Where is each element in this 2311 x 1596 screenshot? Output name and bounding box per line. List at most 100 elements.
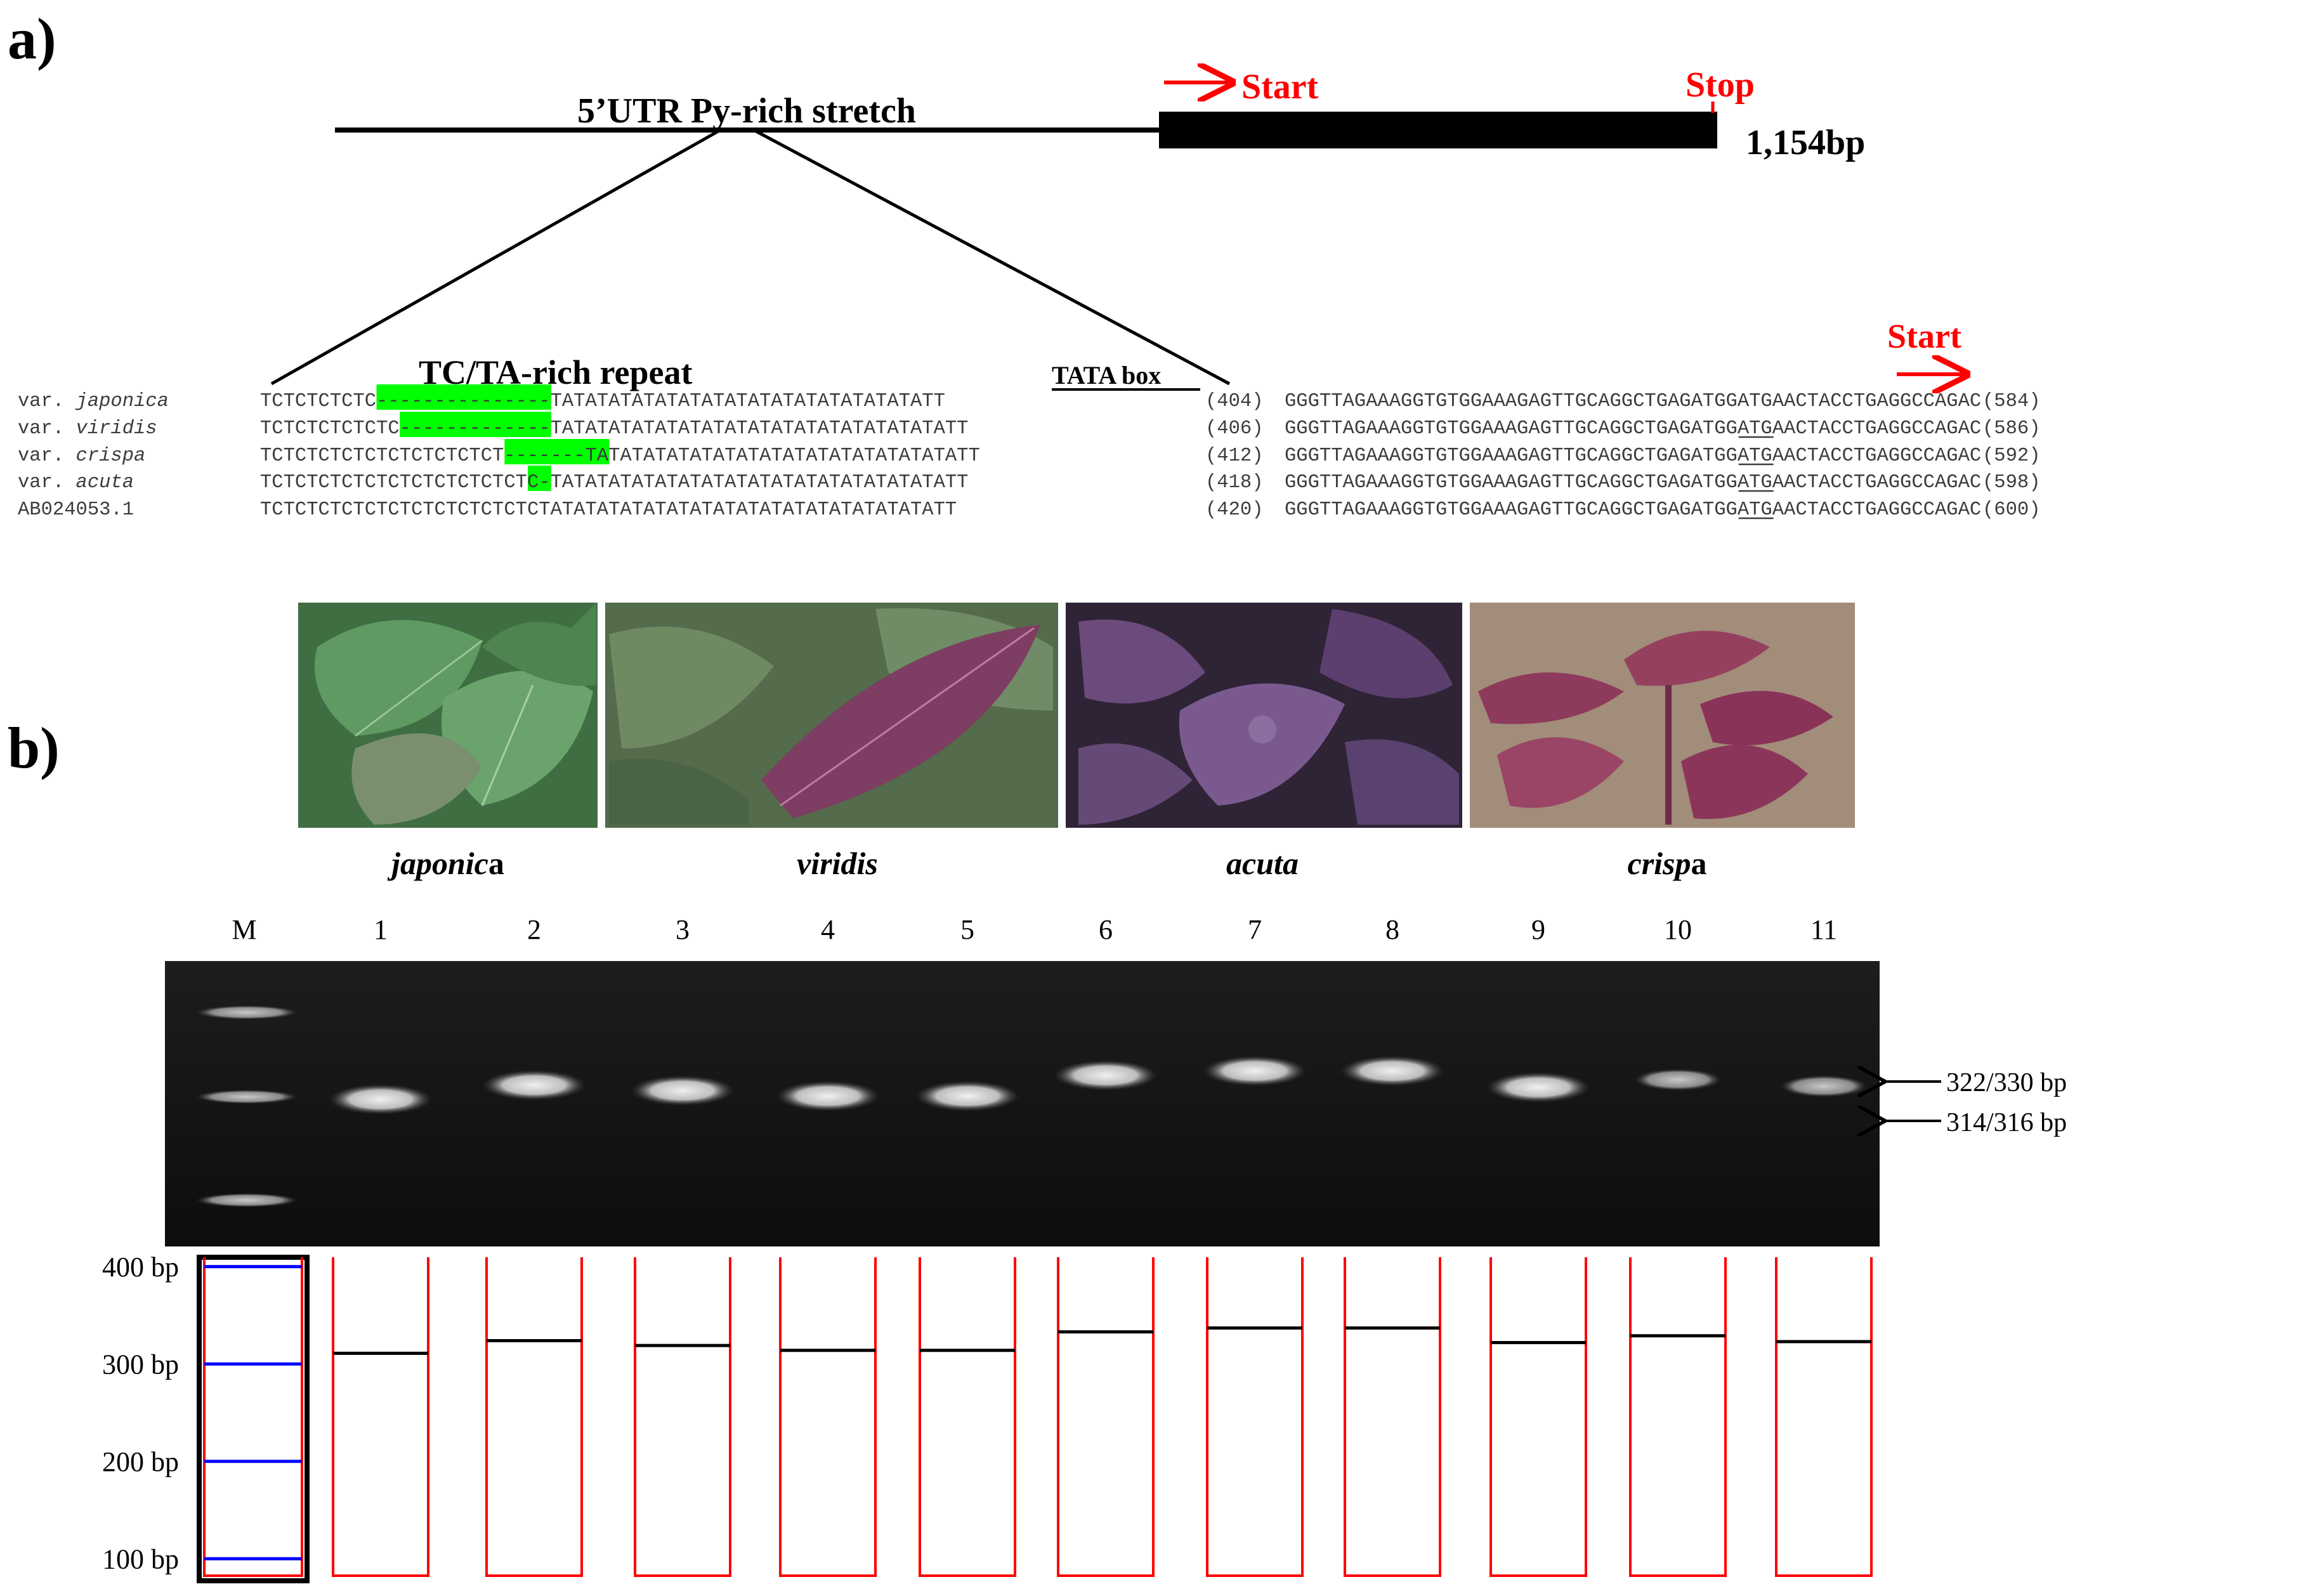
photo-crispa (1470, 603, 1855, 828)
diagram-lane (1344, 1257, 1441, 1577)
alignment-seq-5utr: TCTCTCTCTCTCTCTCTCTCT-------TATATATATATA… (260, 445, 980, 467)
caption-viridis: viridis (797, 846, 878, 881)
lane-label: 10 (1664, 914, 1692, 945)
panel-b: b) (8, 603, 2067, 1583)
caption-acuta: acuta (1226, 846, 1299, 881)
alignment-seq-5utr: TCTCTCTCTC---------------TATATATATATATAT… (260, 391, 945, 412)
gene-length-label: 1,154bp (1746, 123, 1865, 162)
alignment-seq-cds: GGGTTAGAAAGGTGTGGAAAGAGTTGCAGGCTGAGATGGA… (1285, 472, 1981, 494)
arrow-upper-label: 322/330 bp (1946, 1068, 2067, 1097)
ladder-label: 200 bp (102, 1446, 179, 1477)
panel-a-label: a) (8, 6, 56, 71)
gel-background (165, 961, 1880, 1246)
diagram-lane (1206, 1257, 1304, 1577)
alignment-count-2: (592) (1982, 445, 2041, 467)
band-diagram: 400 bp 300 bp 200 bp 100 bp (102, 1252, 1873, 1583)
alignment-count-1: (420) (1205, 499, 1264, 521)
ladder-frame-inner (203, 1257, 303, 1577)
diagram-lane (1775, 1257, 1873, 1577)
gel-band (915, 1080, 1019, 1111)
alignment-start-label: Start (1887, 317, 1961, 355)
lane-labels: M 1 2 3 4 5 6 7 8 9 10 11 (232, 914, 1837, 945)
alignment-seq-cds: GGGTTAGAAAGGTGTGGAAAGAGTTGCAGGCTGAGATGGA… (1285, 499, 1981, 521)
alignment-seq-5utr: TCTCTCTCTCTCTCTCTCTCTCTC-TATATATATATATAT… (260, 472, 968, 494)
alignment-seq-cds: GGGTTAGAAAGGTGTGGAAAGAGTTGCAGGCTGAGATGGA… (1285, 445, 1981, 467)
ladder-label: 300 bp (102, 1349, 179, 1380)
alignment-count-2: (584) (1982, 391, 2041, 412)
diagram-lane (779, 1257, 877, 1577)
diagram-lane (485, 1257, 583, 1577)
gel-band (329, 1084, 433, 1115)
diagram-lane (919, 1257, 1016, 1577)
repeat-highlight (528, 466, 551, 491)
cds-box (1159, 112, 1717, 148)
lane-label: 11 (1810, 914, 1837, 945)
alignment-count-1: (412) (1205, 445, 1264, 467)
alignment-row-label: var. viridis (18, 418, 157, 440)
ladder-label: 400 bp (102, 1252, 179, 1283)
gel-band (1781, 1075, 1867, 1097)
gel-band (1203, 1056, 1307, 1087)
repeat-highlights (376, 384, 610, 491)
alignment-rows: var. japonica TCTCTCTCTC---------------TA… (18, 391, 2041, 521)
gel-band (1340, 1056, 1444, 1087)
alignment-seq-5utr: TCTCTCTCTCTC-------------TATATATATATATAT… (260, 418, 968, 440)
alignment-count-1: (418) (1205, 472, 1264, 494)
photo-japonica (298, 603, 598, 828)
zoom-line-right (755, 129, 1231, 386)
panel-a: a) 5’UTR Py-rich stretch Start Stop 1,15… (8, 6, 2041, 521)
repeat-highlight (400, 412, 551, 437)
gel-band (776, 1080, 880, 1111)
diagram-lane (1629, 1257, 1727, 1577)
gel-bands (196, 1005, 1867, 1207)
plant-photos: japonica viridis acuta crispa (298, 603, 1855, 881)
alignment-count-1: (404) (1205, 391, 1264, 412)
gel-image: M 1 2 3 4 5 6 7 8 9 10 11 322/330 bp 314/316 bp (165, 914, 2067, 1246)
ladder-label: 100 bp (102, 1543, 179, 1574)
diagram-lane (1057, 1257, 1155, 1577)
alignment-count-2: (600) (1982, 499, 2041, 521)
gel-band (1635, 1069, 1721, 1091)
gel-band (482, 1069, 586, 1101)
gel-ladder-band (196, 1005, 298, 1019)
alignment-row-label: var. acuta (18, 472, 134, 494)
arrow-lower-label: 314/316 bp (1946, 1108, 2067, 1137)
diagram-lanes (332, 1257, 1873, 1577)
gene-model: 5’UTR Py-rich stretch Start Stop 1,154bp (270, 65, 1865, 386)
alignment-seq-cds: GGGTTAGAAAGGTGTGGAAAGAGTTGCAGGCTGAGATGGA… (1285, 391, 1981, 412)
tata-label: TATA box (1052, 361, 1161, 389)
panel-b-label: b) (8, 716, 60, 780)
alignment-seq-5utr: TCTCTCTCTCTCTCTCTCTCTCTCTATATATATATATATA… (260, 499, 957, 521)
alignment-row-label: var. crispa (18, 445, 145, 467)
gel-band (1486, 1072, 1590, 1103)
stop-label: Stop (1686, 65, 1755, 105)
ladder-labels: 400 bp 300 bp 200 bp 100 bp (102, 1252, 179, 1575)
repeat-highlight (376, 384, 551, 410)
gel-ladder-band (196, 1090, 298, 1104)
lane-label: 4 (821, 914, 835, 945)
lane-label: 7 (1248, 914, 1262, 945)
lane-label: M (232, 914, 256, 945)
lane-label: 1 (374, 914, 388, 945)
caption-japonica: japonica (387, 846, 504, 881)
alignment-row-label: AB024053.1 (18, 499, 134, 521)
ladder-lines (204, 1265, 302, 1560)
photo-acuta (1066, 603, 1462, 828)
diagram-lane (332, 1257, 429, 1577)
photo-viridis (605, 603, 1058, 828)
alignment-count-2: (598) (1982, 472, 2041, 494)
start-label: Start (1241, 67, 1319, 107)
lane-label: 8 (1385, 914, 1399, 945)
lane-label: 3 (676, 914, 690, 945)
lane-label: 5 (960, 914, 974, 945)
alignment-count-2: (586) (1982, 418, 2041, 440)
lane-label: 9 (1531, 914, 1545, 945)
ladder-frame-outer (197, 1255, 310, 1583)
gel-band (1054, 1060, 1158, 1091)
alignment-row-label: var. japonica (18, 391, 169, 412)
lane-label: 2 (527, 914, 541, 945)
caption-crispa: crispa (1628, 846, 1707, 881)
diagram-lane (634, 1257, 731, 1577)
diagram-lane (1489, 1257, 1587, 1577)
